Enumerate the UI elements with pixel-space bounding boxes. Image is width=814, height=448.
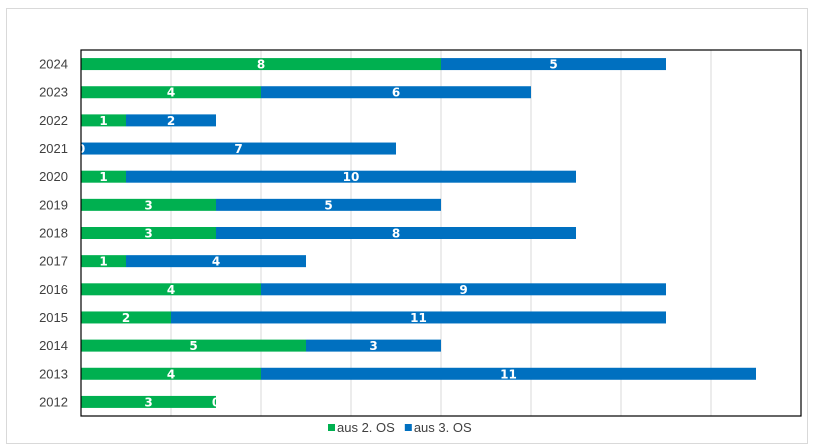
data-label-2021-series-1: 7 <box>234 142 242 156</box>
bar-2014-series-1 <box>306 339 441 352</box>
legend-swatch-0 <box>328 424 335 431</box>
legend-label-0: aus 2. OS <box>337 420 395 435</box>
bar-2023-series-1 <box>261 86 531 99</box>
data-label-2020-series-0: 1 <box>99 170 107 184</box>
bar-2019-series-0 <box>81 198 216 211</box>
data-label-2016-series-0: 4 <box>167 283 175 297</box>
bar-2015-series-0 <box>81 311 171 324</box>
y-tick-label-2015: 2015 <box>39 310 68 325</box>
bars <box>81 58 756 408</box>
bar-2015-series-1 <box>171 311 666 324</box>
bar-2019-series-1 <box>216 198 441 211</box>
data-label-2019-series-0: 3 <box>144 198 152 212</box>
bar-2013-series-1 <box>261 367 756 380</box>
bar-2018-series-1 <box>216 227 576 239</box>
y-tick-label-2012: 2012 <box>39 394 68 409</box>
data-label-2013-series-1: 11 <box>500 367 517 381</box>
bar-2017-series-1 <box>126 255 306 268</box>
y-tick-label-2016: 2016 <box>39 282 68 297</box>
y-tick-label-2021: 2021 <box>39 141 68 156</box>
bar-2022-series-1 <box>126 114 216 127</box>
data-label-2013-series-0: 4 <box>167 367 175 381</box>
bar-2014-series-0 <box>81 339 306 352</box>
data-label-2017-series-1: 4 <box>212 255 220 269</box>
data-label-2024-series-0: 8 <box>257 58 265 72</box>
legend-swatch-1 <box>404 424 412 431</box>
data-label-2019-series-1: 5 <box>324 198 332 212</box>
data-label-2018-series-1: 8 <box>392 227 400 241</box>
y-tick-label-2022: 2022 <box>39 113 68 128</box>
y-tick-label-2017: 2017 <box>39 254 68 269</box>
data-label-2016-series-1: 9 <box>459 283 467 297</box>
y-tick-label-2013: 2013 <box>39 366 68 381</box>
plot-area-border <box>80 49 802 417</box>
bar-2021-series-1 <box>81 142 396 155</box>
data-label-2012-series-1: 0 <box>212 395 220 409</box>
bar-2020-series-0 <box>81 170 126 183</box>
bar-2016-series-1 <box>261 283 666 296</box>
y-tick-label-2023: 2023 <box>39 85 68 100</box>
data-label-2012-series-0: 3 <box>144 395 152 409</box>
data-label-2015-series-1: 11 <box>410 311 427 325</box>
bar-2020-series-1 <box>126 170 576 183</box>
y-tick-label-2024: 2024 <box>39 57 68 72</box>
data-label-2020-series-1: 10 <box>343 170 360 184</box>
y-tick-label-2019: 2019 <box>39 197 68 212</box>
data-label-2024-series-1: 5 <box>549 58 557 72</box>
bar-2017-series-0 <box>81 255 126 268</box>
bar-2012-series-0 <box>81 395 216 408</box>
legend-label-1: aus 3. OS <box>414 420 472 435</box>
data-label-2023-series-1: 6 <box>392 86 400 100</box>
bar-2023-series-0 <box>81 86 261 99</box>
data-label-2017-series-0: 1 <box>99 255 107 269</box>
y-tick-label-2014: 2014 <box>39 338 68 353</box>
data-label-2015-series-0: 2 <box>122 311 130 325</box>
bar-2016-series-0 <box>81 283 261 296</box>
bar-2022-series-0 <box>81 114 126 127</box>
data-label-2014-series-0: 5 <box>189 339 197 353</box>
bar-2024-series-0 <box>81 58 441 71</box>
data-label-2014-series-1: 3 <box>369 339 377 353</box>
y-tick-label-2018: 2018 <box>39 226 68 241</box>
legend: aus 2. OS aus 3. OS <box>328 420 472 435</box>
y-tick-label-2020: 2020 <box>39 169 68 184</box>
data-label-2022-series-0: 1 <box>99 114 107 128</box>
data-labels: 8 54 61 20 71 103 53 81 44 92 115 34 113 0 <box>77 58 558 410</box>
data-label-2018-series-0: 3 <box>144 227 152 241</box>
data-label-2022-series-1: 2 <box>167 114 175 128</box>
y-axis-labels: 2024 2023 2022 2021 2020 2019 2018 2017 2016 2015… <box>39 57 68 410</box>
data-label-2023-series-0: 4 <box>167 86 175 100</box>
bar-2013-series-0 <box>81 367 261 380</box>
bar-2018-series-0 <box>81 227 216 239</box>
bar-2024-series-1 <box>441 58 666 71</box>
